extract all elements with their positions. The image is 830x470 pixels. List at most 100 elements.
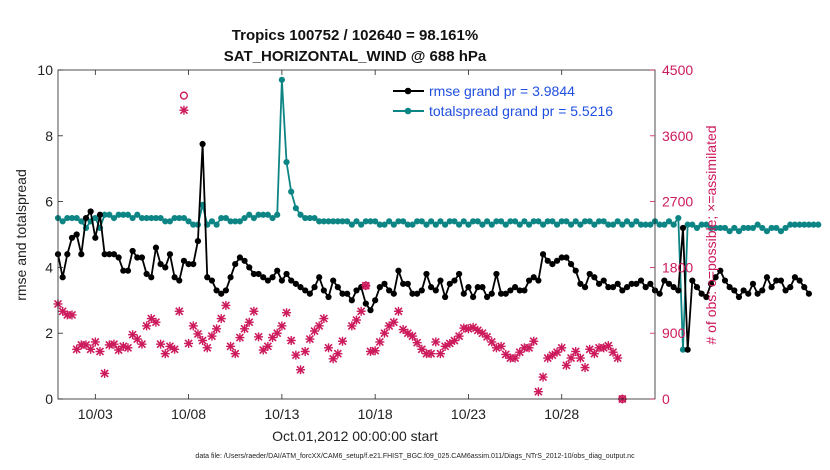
rmse-point [572,267,579,274]
rmse-point [400,280,407,287]
totalspread-point [600,218,607,225]
obs-assimilated-marker [375,337,385,347]
rmse-point [148,274,155,281]
y-axis-label: rmse and totalspread [13,169,29,301]
x-axis-label: Oct.01,2012 00:00:00 start [272,428,438,444]
legend: rmse grand pr = 3.9844 totalspread grand… [388,78,650,124]
x-tick-label: 10/03 [78,406,113,422]
obs-assimilated-marker [463,324,473,334]
rmse-point [292,280,299,287]
obs-assimilated-marker [561,360,571,370]
totalspread-point [362,218,369,225]
rmse-point [185,261,192,268]
totalspread-point [544,218,551,225]
obs-assimilated-marker [188,321,198,331]
y2-axis-label: # of obs: o=possible; ×=assimilated [703,125,719,344]
rmse-point [437,277,444,284]
rmse-point [367,307,374,314]
totalspread-point [698,221,705,228]
rmse-point [628,280,635,287]
rmse-point [782,287,789,294]
rmse-point [157,261,164,268]
rmse-point [665,280,673,287]
rmse-point [791,274,799,281]
y-tick-label: 2 [45,325,53,341]
totalspread-point [614,218,621,225]
totalspread-point [334,218,341,225]
totalspread-point [134,211,141,218]
rmse-point [106,251,113,258]
rmse-point [717,267,724,274]
rmse-point [670,284,677,291]
totalspread-point [283,159,290,166]
rmse-point [642,284,649,291]
totalspread-point [176,214,183,222]
rmse-point [507,287,514,294]
rmse-point [390,290,397,297]
rmse-point [120,267,127,274]
rmse-point [684,346,691,353]
totalspread-point [278,76,285,83]
totalspread-point [418,218,425,225]
totalspread-point [68,214,76,222]
rmse-point [334,284,341,291]
rmse-point [432,287,439,294]
totalspread-point [250,214,257,222]
obs-assimilated-marker [613,353,623,363]
rmse-point [260,274,267,281]
totalspread-point [395,218,402,225]
obs-assimilated-marker [566,353,576,363]
y-tick-label: 8 [45,128,53,144]
rmse-point [586,270,593,278]
rmse-point [386,287,393,294]
obs-assimilated-marker [207,331,217,341]
obs-assimilated-marker [170,344,180,354]
rmse-point [208,277,216,284]
rmse-point [525,277,533,284]
rmse-point [777,277,785,284]
obs-assimilated-marker [589,349,599,359]
totalspread-point [274,211,281,218]
rmse-point [633,280,640,287]
rmse-point [222,287,230,294]
rmse-point [600,277,607,284]
totalspread-point [726,228,733,235]
rmse-point [470,293,477,301]
totalspread-point [92,214,99,222]
totalspread-point [619,221,626,228]
totalspread-point [684,221,691,228]
rmse-point [180,257,188,264]
rmse-point [353,287,360,294]
rmse-point [773,277,780,284]
obs-assimilated-marker [300,346,310,356]
rmse-point [731,287,738,294]
totalspread-point [656,221,663,228]
totalspread-point [796,221,803,228]
totalspread-point [558,218,565,225]
obs-assimilated-marker [90,337,100,347]
rmse-point [376,284,383,291]
totalspread-point [264,211,271,218]
obs-assimilated-marker [557,343,567,353]
rmse-point [82,214,90,222]
rmse-point [451,277,458,284]
legend-rmse-marker [404,87,412,95]
y2-tick-label: 4500 [662,62,693,78]
totalspread-point [511,218,519,225]
totalspread-point [232,218,239,225]
rmse-point [605,284,612,291]
obs-assimilated-marker [393,306,403,316]
rmse-point [204,274,211,281]
totalspread-point [717,224,724,232]
obs-assimilated-marker [319,314,329,324]
rmse-point [232,261,239,268]
rmse-point [563,254,570,261]
obs-assimilated-marker [86,344,96,354]
y-tick-label: 0 [45,391,53,407]
rmse-point [395,267,402,274]
rmse-point [344,290,351,297]
totalspread-point [148,214,155,222]
totalspread-point [330,218,337,225]
rmse-point [129,247,136,255]
